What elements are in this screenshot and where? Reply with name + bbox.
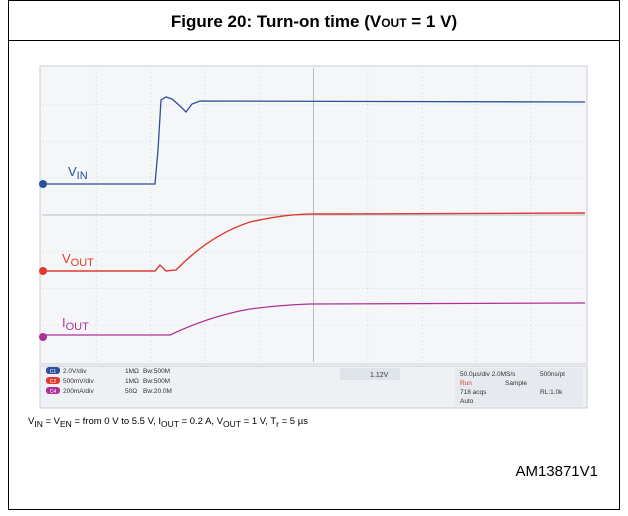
- timebase: 50.0µs/div 2.0MS/s: [460, 371, 516, 378]
- channel-bandwidth: Bw:20.0M: [143, 388, 172, 395]
- channel-scale: 500mV/div: [63, 378, 94, 385]
- record-length: RL:1.0k: [540, 389, 563, 396]
- caption-text: V: [28, 416, 35, 427]
- caption-text: = V: [43, 416, 61, 427]
- caption-text: = 5 µs: [279, 416, 308, 427]
- trace-name: V: [62, 251, 71, 266]
- title: Figure 20: Turn-on time (VOUT = 1 V): [171, 12, 457, 31]
- caption-sub: IN: [34, 419, 43, 429]
- channel-id: C2: [50, 379, 57, 385]
- channel-scale: 2.0V/div: [63, 368, 87, 375]
- trace-sub: IN: [77, 170, 88, 182]
- figure-code: AM13871V1: [515, 463, 598, 480]
- acq-count: 718 acqs: [460, 389, 487, 396]
- title-tail: = 1 V): [407, 12, 458, 31]
- channel-bandwidth: Bw:500M: [143, 368, 170, 375]
- channel-table: C1 2.0V/div 1MΩ Bw:500M C2 500mV/div 1MΩ Bw:500…: [46, 367, 172, 395]
- channel-impedance: 1MΩ: [125, 368, 139, 375]
- acq-mode: Sample: [505, 380, 527, 387]
- channel-badge: [46, 387, 60, 394]
- channel-impedance: 50Ω: [125, 388, 137, 395]
- scope-grid: [42, 68, 585, 362]
- trace-name: I: [62, 315, 66, 330]
- channel-impedance: 1MΩ: [125, 378, 139, 385]
- ch2-marker: [39, 267, 47, 275]
- caption-text: = from 0 V to 5.5 V, I: [72, 416, 161, 427]
- caption-sub: EN: [60, 419, 72, 429]
- trace-label: IOUT: [62, 315, 89, 333]
- caption-sub: r: [276, 419, 279, 429]
- trace-name: V: [68, 164, 77, 179]
- vout-trace: [42, 212, 586, 272]
- run-state: Run: [460, 380, 472, 387]
- title-text: Figure 20: Turn-on time (V: [171, 12, 382, 31]
- trace-sub: OUT: [66, 321, 90, 333]
- channel-badge: [46, 367, 60, 374]
- ch4-marker: [39, 333, 47, 341]
- caption: VIN = VEN = from 0 V to 5.5 V, IOUT = 0.…: [28, 416, 308, 429]
- title-sub: OUT: [381, 16, 407, 30]
- trace-label: VOUT: [62, 251, 94, 269]
- iout-trace: [42, 302, 586, 336]
- trigger-level: 1.12V: [370, 372, 389, 379]
- channel-badge: [46, 377, 60, 384]
- vin-trace: [42, 96, 586, 185]
- caption-text: = 1 V, T: [241, 416, 276, 427]
- trace-sub: OUT: [71, 257, 95, 269]
- channel-scale: 200mA/div: [63, 388, 94, 395]
- trigger-mode: Auto: [460, 398, 474, 405]
- ch1-marker: [39, 180, 47, 188]
- channel-bandwidth: Bw:500M: [143, 378, 170, 385]
- trace-label: VIN: [68, 164, 88, 182]
- resolution: 500ns/pt: [540, 371, 565, 378]
- channel-id: C4: [50, 389, 57, 395]
- trigger-box: [340, 368, 400, 380]
- caption-sub: OUT: [161, 419, 179, 429]
- channel-id: C1: [50, 369, 57, 375]
- caption-sub: OUT: [223, 419, 241, 429]
- caption-text: = 0.2 A, V: [179, 416, 224, 427]
- timebase-box: [455, 368, 583, 406]
